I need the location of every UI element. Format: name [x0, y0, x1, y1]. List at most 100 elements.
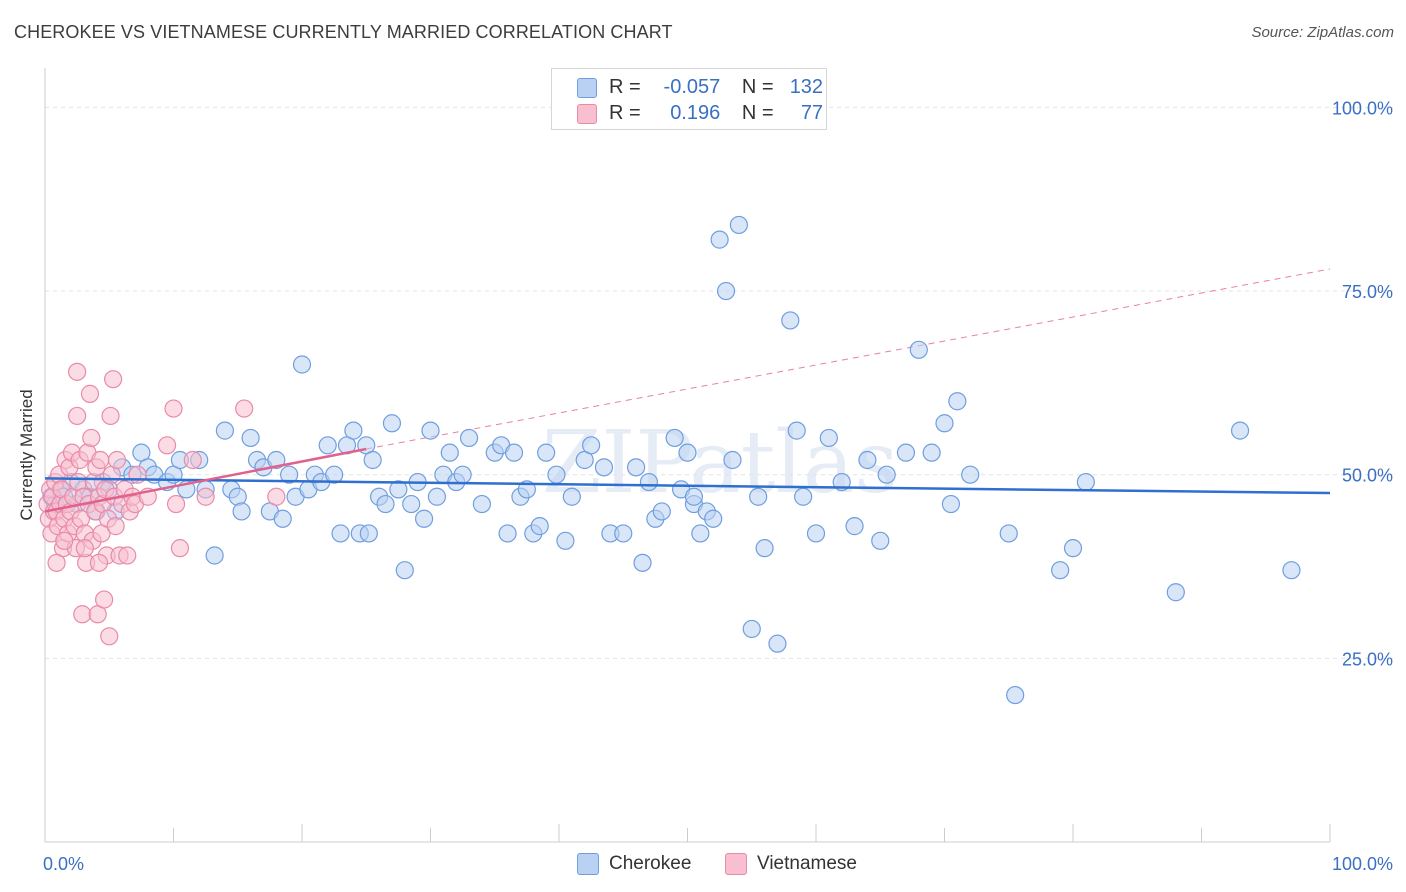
cherokee-point [639, 472, 659, 492]
cherokee-point [556, 531, 575, 550]
cherokee-point [961, 465, 980, 484]
cherokee-point [205, 546, 224, 565]
cherokee-point [716, 281, 736, 301]
vietnamese-point [80, 384, 100, 403]
r-label: R = [609, 76, 641, 98]
series-legend: Cherokee Vietnamese [0, 851, 1406, 877]
r-value-cherokee: -0.057 [663, 76, 721, 98]
vietnamese-point [95, 590, 114, 609]
cherokee-point [421, 421, 440, 440]
cherokee-point [768, 634, 787, 653]
cherokee-point [1166, 583, 1185, 602]
vietnamese-point [91, 450, 110, 470]
cherokee-point [749, 487, 768, 506]
cherokee-point [280, 465, 299, 484]
cherokee-point [935, 414, 954, 433]
vietnamese-point [170, 539, 190, 558]
n-value-vietnamese: 77 [800, 102, 824, 124]
cherokee-point [363, 450, 382, 470]
trend-lines [44, 447, 1331, 513]
cherokee-point [414, 509, 434, 528]
cherokee-point [652, 502, 671, 521]
cherokee-point [504, 443, 524, 462]
cherokee-point [1063, 539, 1083, 558]
legend-label-cherokee: Cherokee [609, 853, 692, 874]
y-tick-label: 50.0% [1342, 466, 1393, 486]
cherokee-point [292, 355, 312, 374]
cherokee-point [948, 392, 967, 411]
vietnamese-point [166, 494, 186, 514]
cherokee-point [273, 509, 292, 528]
y-tick-label: 25.0% [1342, 649, 1393, 669]
cherokee-trend-line [44, 477, 1331, 495]
vietnamese-point [47, 553, 66, 572]
cherokee-point [723, 450, 742, 470]
cherokee-point [382, 414, 402, 433]
cherokee-point [530, 517, 549, 536]
cherokee-point [1051, 561, 1070, 580]
vietnamese-point [196, 487, 215, 506]
vietnamese-point [183, 450, 202, 470]
vietnamese-point [118, 546, 137, 565]
cherokee-point [359, 524, 378, 543]
watermark: ZIPatlas [542, 413, 898, 513]
cherokee-point [922, 443, 941, 462]
vietnamese-point [55, 531, 74, 550]
cherokee-point [241, 428, 260, 448]
r-value-vietnamese: 0.196 [670, 102, 721, 124]
vietnamese-point [106, 517, 125, 536]
cherokee-point [909, 340, 928, 359]
cherokee-point [1006, 685, 1025, 705]
n-label: N = [741, 76, 774, 98]
vietnamese-point [68, 362, 87, 381]
y-tick-label: 75.0% [1342, 282, 1393, 302]
cherokee-point [806, 524, 826, 543]
cherokee-point [729, 215, 749, 235]
cherokee-point [594, 458, 614, 477]
vietnamese-point [100, 627, 119, 646]
cherokee-point [1076, 472, 1095, 492]
cherokee-point [232, 502, 251, 521]
vietnamese-point [107, 450, 127, 470]
cherokee-point [665, 428, 684, 448]
vietnamese-point [104, 370, 123, 389]
x-tick-label-min: 0.0% [43, 854, 84, 874]
n-label: N = [741, 102, 774, 124]
cherokee-point [691, 524, 710, 543]
cherokee-point [427, 487, 447, 506]
cherokee-point [845, 517, 864, 536]
source-label: Source: ZipAtlas.com [1251, 24, 1394, 41]
cherokee-swatch [577, 78, 597, 98]
n-value-cherokee: 132 [789, 76, 824, 98]
cherokee-point [678, 443, 697, 462]
vietnamese-swatch [725, 853, 747, 875]
cherokee-point [344, 421, 363, 440]
cherokee-point [440, 443, 459, 462]
vietnamese-trend-extension [366, 268, 1331, 450]
vietnamese-point [157, 436, 177, 455]
vietnamese-point [82, 428, 101, 448]
cherokee-point [787, 421, 806, 440]
vietnamese-point [75, 539, 94, 558]
cherokee-point [999, 524, 1018, 543]
vietnamese-swatch [577, 104, 597, 124]
cherokee-point [376, 494, 395, 514]
cherokee-point [472, 494, 491, 514]
axes [44, 68, 1331, 843]
cherokee-point [318, 436, 337, 455]
trend-extensions [366, 268, 1331, 450]
cherokee-point [794, 487, 813, 506]
gridlines [45, 106, 1395, 659]
cherokee-point [331, 524, 350, 543]
vietnamese-point [101, 406, 120, 426]
cherokee-point [742, 619, 761, 639]
vietnamese-point [267, 487, 286, 506]
cherokee-point [626, 458, 646, 477]
cherokee-point [537, 443, 556, 462]
chart-title: CHEROKEE VS VIETNAMESE CURRENTLY MARRIED… [14, 22, 673, 42]
cherokee-point [215, 421, 234, 440]
cherokee-point [562, 487, 581, 506]
cherokee-point [402, 494, 421, 514]
cherokee-point [781, 311, 800, 330]
